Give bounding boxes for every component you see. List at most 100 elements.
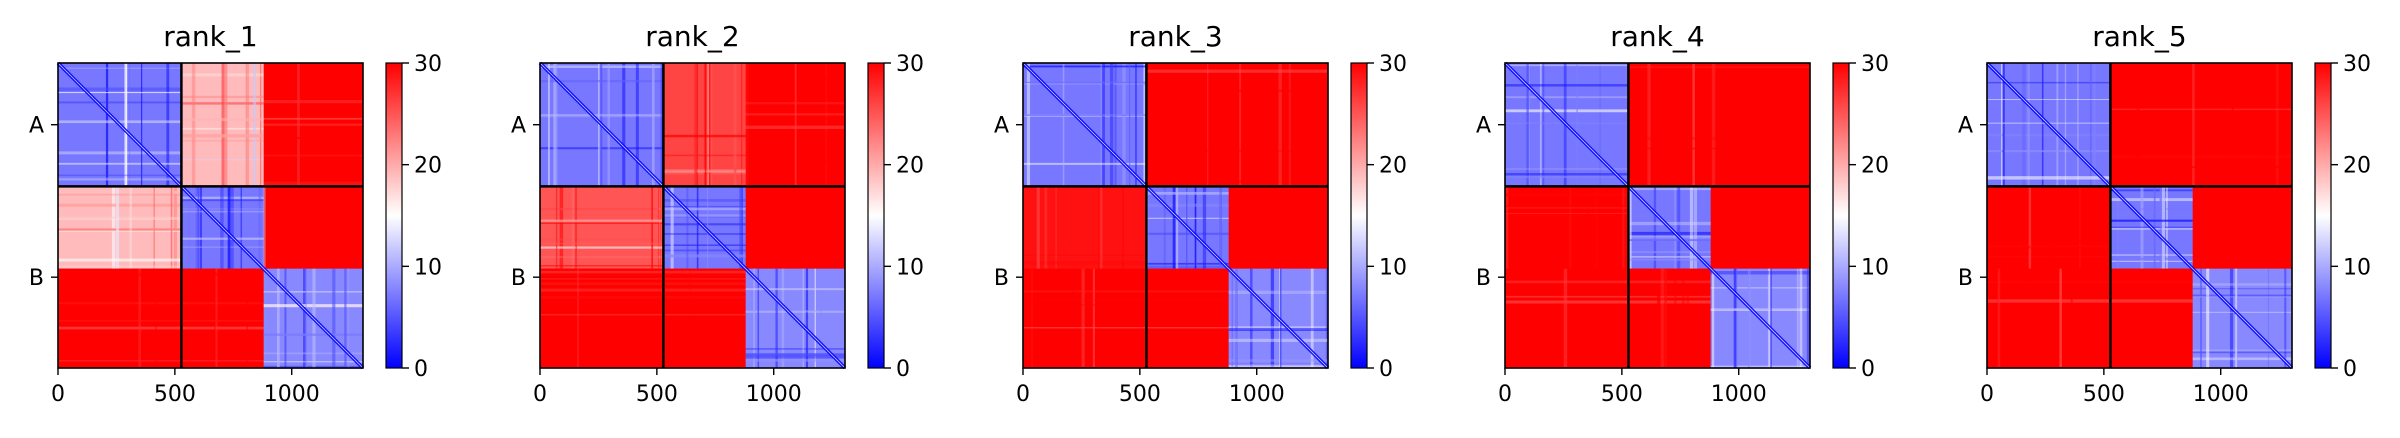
heatmap-stripe [2089,63,2092,187]
heatmap-diagonal-core [57,62,364,369]
heatmap-stripe [814,268,816,368]
heatmap-stripe [1987,281,2193,284]
heatmap-stripe [1628,186,1632,269]
heatmap-stripe [1594,186,1599,269]
heatmap-stripe [780,63,783,187]
heatmap-stripe [1505,96,1629,99]
heatmap-stripe [2192,357,2292,361]
heatmap-stripe [2110,154,2292,159]
heatmap-stripe [1146,69,1328,73]
heatmap-stripe [607,63,610,187]
heatmap-stripe [1987,98,2111,100]
heatmap-stripe [215,268,218,368]
colorbar-tick-label: 30 [1861,52,1889,77]
heatmap-stripe [1987,256,2111,258]
colorbar-tick-label: 20 [2343,154,2371,179]
heatmap-stripe [540,219,664,223]
heatmap-stripe [1767,268,1771,368]
colorbar-tick-label: 10 [1379,255,1407,280]
x-tick-label: 1000 [2193,382,2249,407]
heatmap-stripe [1649,63,1651,187]
heatmap-stripe [58,87,182,91]
heatmap-stripe [1135,63,1137,187]
heatmap-stripe [745,348,845,350]
heatmap-stripe [540,282,746,286]
heatmap-panel-5: rank_5 0 500 1000 A B 0 10 20 30 [1958,20,2371,407]
heatmap-stripe [246,268,249,368]
heatmap-diagonal-core [1986,62,2293,369]
heatmap-stripe [663,249,746,252]
heatmap-panel-3: rank_3 0 500 1000 A B 0 10 20 30 [994,20,1407,407]
heatmap-stripe [128,63,131,187]
heatmap-stripe [124,63,128,187]
heatmap-stripe [1505,64,1629,67]
chain-label: A [994,114,1009,139]
heatmap-panel-4: rank_4 0 500 1000 A B 0 10 20 30 [1476,20,1889,407]
heatmap-stripe [2140,186,2144,269]
heatmap-stripe [58,174,182,177]
colorbar-tick-label: 20 [1379,154,1407,179]
axes-frame [1504,62,1811,369]
heatmap-stripe [1146,217,1229,219]
heatmap-stripe [1270,268,1275,368]
heatmap-stripe [689,268,691,368]
heatmap-stripe [681,268,683,368]
colorbar-tick-label: 0 [1861,357,1875,382]
heatmap-stripe [1681,268,1685,368]
heatmap-stripe [58,228,182,231]
heatmap-stripe [540,296,746,299]
heatmap-stripe [1023,81,1147,83]
colorbar [2314,62,2332,369]
heatmap-stripe [2110,95,2292,99]
x-tick-label: 1000 [1711,382,1767,407]
heatmap-stripe [1219,186,1222,269]
heatmap-stripe [1651,63,1655,187]
colorbar [1832,62,1850,369]
heatmap-stripe [58,101,182,104]
heatmap-stripe [2110,189,2193,192]
heatmap-stripe [741,186,743,269]
x-tick-label: 1000 [746,382,802,407]
heatmap-stripe [1628,221,1711,226]
axes-frame [1022,62,1329,369]
heatmap-stripe [663,214,746,217]
heatmap-stripe [1143,63,1146,187]
heatmap-stripe [188,186,190,269]
chart-title: rank_4 [1610,20,1704,53]
heatmap-stripe [1987,176,2111,180]
heatmap-stripe [344,268,347,368]
heatmap-stripe [58,326,264,330]
heatmap-diagonal-core [1504,62,1811,369]
chain-label: B [1958,266,1973,291]
heatmap-stripe [1799,268,1803,368]
heatmap-stripe [2192,351,2292,354]
heatmap-stripe [199,186,203,269]
heatmap-stripe [622,63,626,187]
heatmap-stripe [559,186,564,269]
heatmap-stripe [660,63,663,187]
x-tick-label: 0 [1016,382,1030,407]
heatmap-stripe [223,63,228,187]
heatmap-stripe [696,186,699,269]
heatmap-stripe [1175,186,1179,269]
heatmap-stripe [805,268,809,368]
heatmap-stripe [259,63,262,187]
chain-label: B [1476,266,1491,291]
x-tick-label: 500 [636,382,678,407]
heatmap-stripe [1228,290,1328,295]
heatmap-stripe [663,207,746,211]
heatmap-stripe [1505,205,1629,208]
heatmap-stripe [2059,268,2062,368]
heatmap-stripe [2231,63,2234,187]
heatmap-stripe [739,186,743,269]
heatmap-stripe [1987,246,2111,249]
heatmap-stripe [138,268,142,368]
heatmap-stripe [635,63,639,187]
heatmap-stripe [347,268,350,368]
heatmap-stripe [181,181,363,186]
heatmap-stripe [1235,268,1238,368]
heatmap-stripe [1100,63,1104,187]
heatmap-stripe [58,190,182,195]
heatmap-stripe [1710,308,1810,311]
heatmap-stripe [2056,63,2059,187]
